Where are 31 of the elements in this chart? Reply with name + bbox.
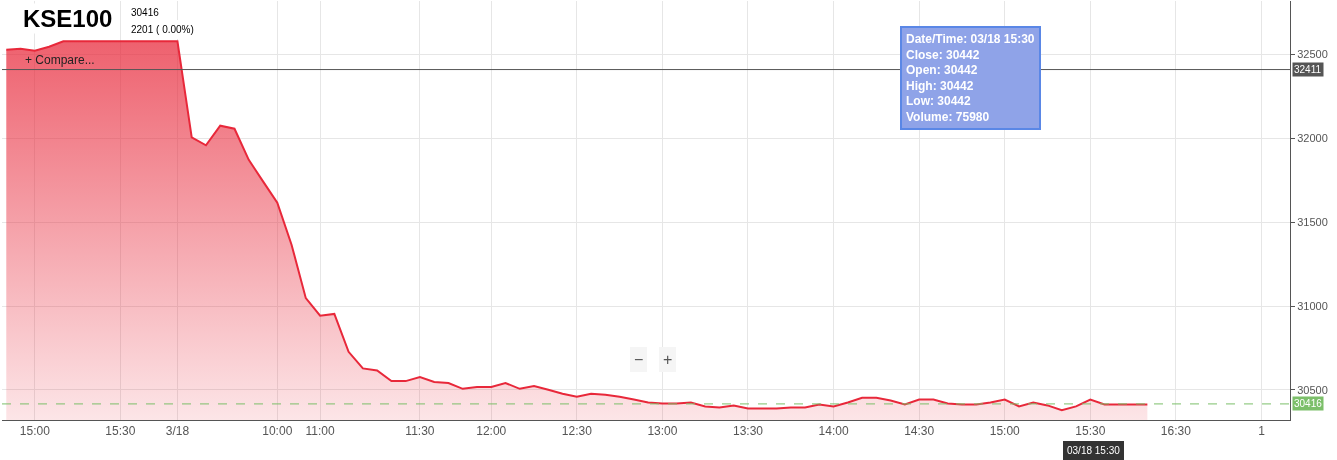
x-tick-label: 15:30 <box>105 424 136 439</box>
y-tick-label: 32000 <box>1297 132 1328 145</box>
chart-title: KSE100 <box>23 5 113 32</box>
annotation: + Compare... <box>25 53 95 67</box>
annotation: + <box>663 351 673 368</box>
x-tick-label: 14:00 <box>818 424 849 439</box>
annotation: 30416 <box>131 7 160 18</box>
x-tick-label: 11:30 <box>405 424 435 439</box>
x-tick-label: 12:00 <box>476 424 507 439</box>
x-tick-label: 15:00 <box>19 424 51 439</box>
x-tick-label: 14:30 <box>904 424 935 439</box>
y-tick-label: 32500 <box>1297 48 1328 61</box>
annotation: 2201 ( 0.00%) <box>131 24 194 35</box>
y-tick-label: 30500 <box>1297 383 1328 396</box>
y-tick-label: 31000 <box>1297 299 1328 312</box>
ref-line-label: 30416 <box>1294 398 1323 409</box>
ref-line-label: 32411 <box>1294 64 1322 75</box>
y-tick-label: 31500 <box>1297 216 1328 229</box>
annotation: − <box>634 351 644 368</box>
x-tick-label: 12:30 <box>561 424 593 439</box>
x-tick-label: 15:30 <box>1075 424 1106 439</box>
x-tick-label: 11:00 <box>305 424 335 439</box>
annotation: Date/Time: 03/18 15:30 Close: 30442 Open: 30442 High: 30442 Low: 30442 Volume: 75980 <box>906 32 1035 124</box>
x-tick-label: 13:00 <box>647 424 678 439</box>
x-tick-label: 13:30 <box>732 424 764 439</box>
x-tick-label: 15:00 <box>989 424 1021 439</box>
text: 03/18 15:30 <box>1067 445 1121 456</box>
x-tick-label: 16:30 <box>1160 424 1192 439</box>
x-tick-label: 1 <box>1258 424 1266 439</box>
x-tick-label: 3/18 <box>165 424 190 439</box>
x-tick-label: 10:00 <box>262 424 293 439</box>
